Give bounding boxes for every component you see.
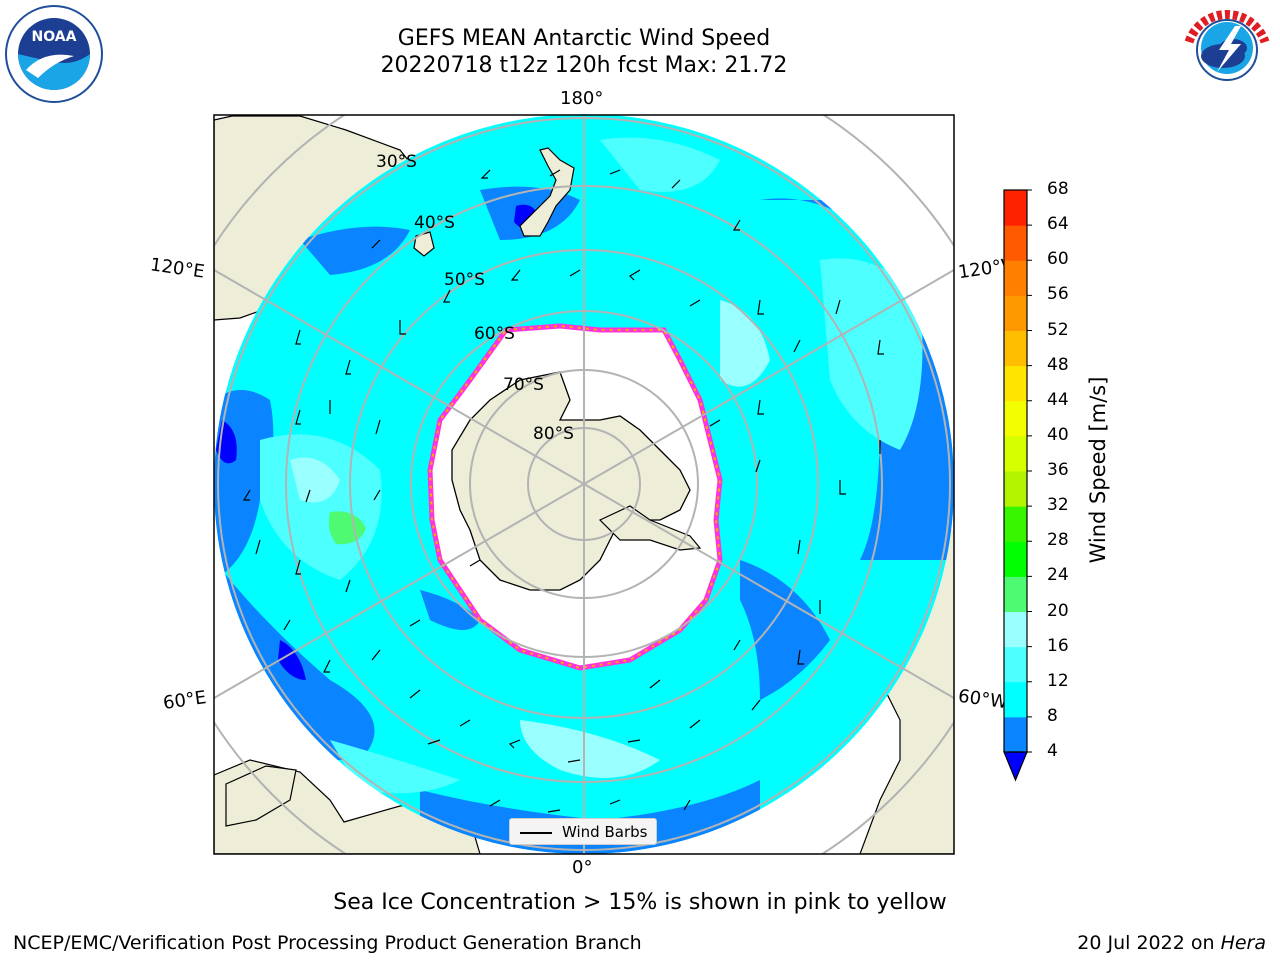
lat-label-50s: 50°S <box>444 270 485 290</box>
sea-ice-footnote: Sea Ice Concentration > 15% is shown in … <box>333 890 947 915</box>
map-frame <box>213 114 955 855</box>
new-zealand-landmass <box>519 147 575 237</box>
noaa-logo: NOAA <box>5 5 103 103</box>
wind-barbs <box>242 169 884 813</box>
colorbar-band <box>1004 506 1027 542</box>
colorbar-band <box>1004 576 1027 612</box>
lat-label-40s: 40°S <box>414 213 455 233</box>
producer-credit: NCEP/EMC/Verification Post Processing Pr… <box>13 932 642 954</box>
map-legend: Wind Barbs <box>509 818 657 845</box>
colorbar-label: Wind Speed [m/s] <box>1086 376 1110 564</box>
colorbar-band <box>1004 716 1027 753</box>
antarctic-peninsula <box>598 505 702 551</box>
colorbar-tick-label: 60 <box>1047 249 1069 270</box>
lat-label-70s: 70°S <box>503 375 544 395</box>
colorbar-band <box>1004 611 1027 648</box>
colorbar-tick-label: 40 <box>1047 424 1069 445</box>
colorbar-band <box>1004 646 1027 683</box>
generation-date: 20 Jul 2022 on Hera <box>1077 932 1266 954</box>
colorbar-tick-label: 4 <box>1047 741 1058 761</box>
chart-subtitle: 20220718 t12z 120h fcst Max: 21.72 <box>380 53 788 78</box>
colorbar-band <box>1004 330 1027 367</box>
svg-text:NOAA: NOAA <box>32 29 77 45</box>
lat-label-30s: 30°S <box>376 152 417 172</box>
colorbar-underflow-arrow <box>1003 751 1028 782</box>
colorbar-tick-label: 56 <box>1047 284 1069 305</box>
colorbar-tick-label: 12 <box>1047 670 1069 691</box>
colorbar-band <box>1004 365 1027 402</box>
legend-label: Wind Barbs <box>562 823 648 841</box>
colorbar-tick-label: 44 <box>1047 389 1069 410</box>
colorbar-tick-label: 32 <box>1047 495 1069 516</box>
colorbar-band <box>1004 681 1027 718</box>
colorbar-tick-label: 16 <box>1047 635 1069 656</box>
lat-label-80s: 80°S <box>533 424 574 444</box>
lon-label-0: 0° <box>572 857 593 878</box>
colorbar-band <box>1004 260 1027 296</box>
colorbar-tick-label: 24 <box>1047 565 1069 586</box>
generation-host: Hera <box>1220 932 1266 954</box>
colorbar-band <box>1004 400 1027 437</box>
nws-logo <box>1183 6 1271 94</box>
lat-label-60s: 60°S <box>474 324 515 344</box>
colorbar-tick-label: 36 <box>1047 460 1069 480</box>
generation-date-text: 20 Jul 2022 on <box>1077 932 1221 954</box>
colorbar-tick-label: 28 <box>1047 530 1069 551</box>
colorbar <box>1003 189 1032 782</box>
colorbar-band <box>1004 541 1027 577</box>
colorbar-band <box>1004 435 1027 472</box>
wind-barb-legend-swatch <box>520 832 552 834</box>
colorbar-tick-label: 52 <box>1047 319 1069 340</box>
graticule <box>214 115 954 854</box>
colorbar-tick-label: 48 <box>1047 354 1069 375</box>
colorbar-band <box>1004 295 1027 331</box>
lon-label-180: 180° <box>560 88 604 109</box>
colorbar-tick-label: 8 <box>1047 705 1058 726</box>
colorbar-band <box>1004 471 1027 507</box>
madagascar-landmass <box>225 765 297 827</box>
colorbar-tick-label: 20 <box>1047 600 1069 621</box>
tasmania-landmass <box>413 231 435 257</box>
colorbar-tick-label: 68 <box>1047 179 1069 199</box>
colorbar-band <box>1004 225 1027 261</box>
chart-title: GEFS MEAN Antarctic Wind Speed <box>397 26 771 51</box>
colorbar-tick-label: 64 <box>1047 214 1069 235</box>
colorbar-band <box>1004 190 1027 226</box>
